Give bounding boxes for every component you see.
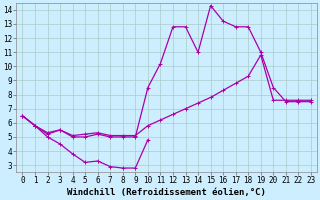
X-axis label: Windchill (Refroidissement éolien,°C): Windchill (Refroidissement éolien,°C) — [67, 188, 266, 197]
